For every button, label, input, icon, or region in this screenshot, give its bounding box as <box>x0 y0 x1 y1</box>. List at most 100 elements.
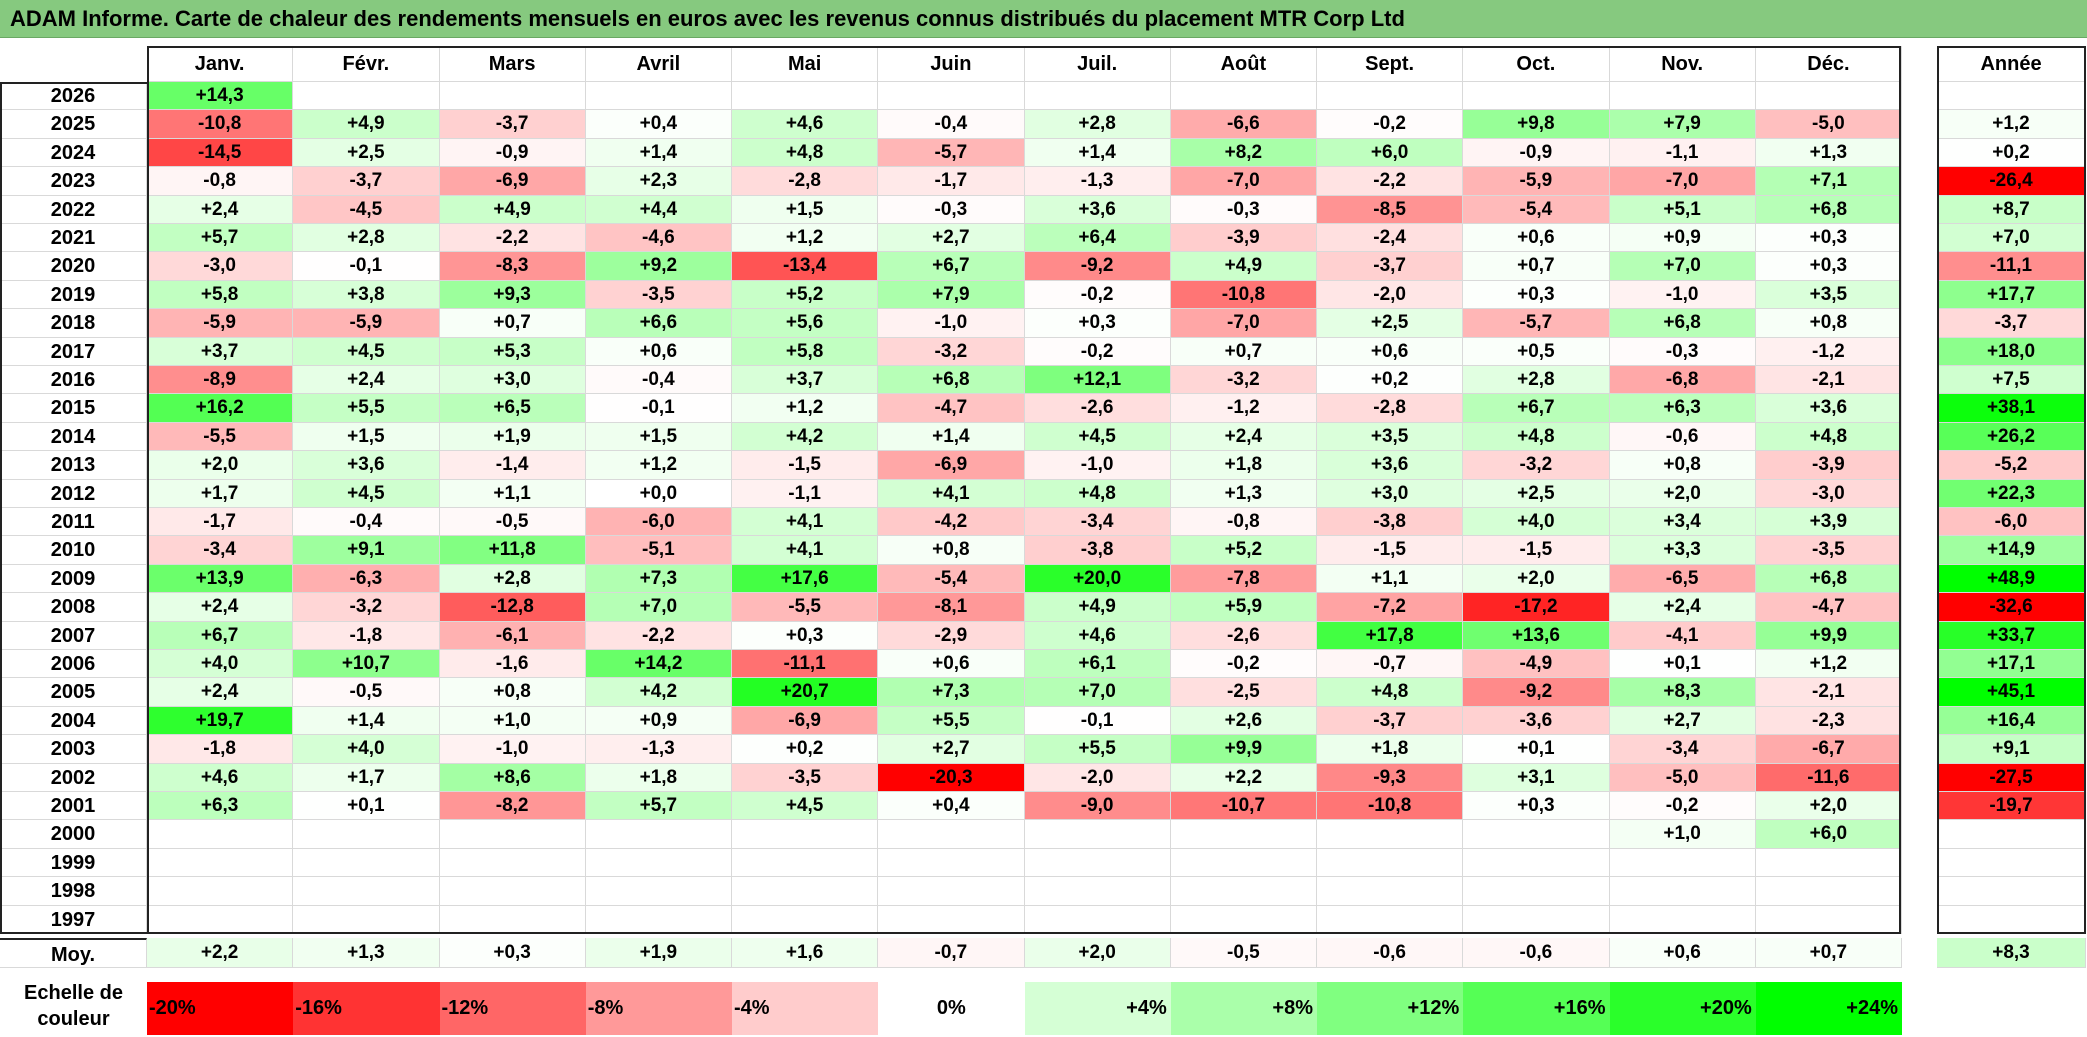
monthly-return-cell: -3,8 <box>1317 508 1464 537</box>
year-label: 2000 <box>0 820 147 849</box>
year-label: 2004 <box>0 706 147 736</box>
monthly-return-cell: -7,0 <box>1170 167 1317 196</box>
monthly-return-cell: +5,2 <box>732 280 879 310</box>
average-label: Moy. <box>0 938 147 968</box>
monthly-return-cell: -3,5 <box>1755 536 1902 565</box>
color-scale-swatch: -20% <box>147 982 294 1035</box>
monthly-return-cell: -1,8 <box>293 621 440 650</box>
monthly-return-cell: +1,4 <box>1024 138 1171 168</box>
monthly-return-cell: +2,7 <box>878 735 1025 764</box>
monthly-return-cell: -5,5 <box>732 593 879 622</box>
month-header: Avril <box>585 46 732 82</box>
year-label: 2011 <box>0 508 147 537</box>
month-header: Juil. <box>1024 46 1171 82</box>
annual-return-cell: -26,4 <box>1937 167 2086 196</box>
monthly-return-cell: +6,0 <box>1755 820 1902 849</box>
monthly-return-cell: -14,5 <box>147 138 294 168</box>
monthly-return-cell: -7,0 <box>1170 309 1317 338</box>
monthly-return-cell: -6,3 <box>293 564 440 594</box>
monthly-return-cell <box>732 848 879 878</box>
monthly-return-cell: -4,7 <box>1755 593 1902 622</box>
monthly-return-cell: +1,4 <box>878 422 1025 452</box>
monthly-return-cell: -3,2 <box>878 337 1025 366</box>
monthly-return-cell: -1,0 <box>878 309 1025 338</box>
monthly-return-cell: +5,2 <box>1170 536 1317 565</box>
annual-return-cell <box>1937 848 2086 878</box>
monthly-return-cell: +14,2 <box>585 650 732 679</box>
color-scale-swatch: -16% <box>293 982 440 1035</box>
monthly-return-cell <box>1609 877 1756 906</box>
annual-return-cell: +9,1 <box>1937 735 2086 764</box>
monthly-return-cell: -7,2 <box>1317 593 1464 622</box>
monthly-return-cell: +7,3 <box>878 678 1025 707</box>
monthly-return-cell: +5,8 <box>147 280 294 310</box>
monthly-return-cell: -2,8 <box>732 167 879 196</box>
monthly-return-cell: +3,6 <box>1024 195 1171 224</box>
monthly-return-cell: -0,2 <box>1170 650 1317 679</box>
monthly-return-cell: -11,1 <box>732 650 879 679</box>
monthly-return-cell: +6,1 <box>1024 650 1171 679</box>
average-cell: +0,6 <box>1609 938 1756 968</box>
monthly-return-cell <box>1755 905 1902 934</box>
monthly-return-cell: +5,5 <box>878 706 1025 736</box>
monthly-return-cell: +1,9 <box>439 422 586 452</box>
monthly-return-cell <box>439 820 586 849</box>
monthly-return-cell <box>439 848 586 878</box>
average-cell: +2,2 <box>147 938 294 968</box>
monthly-return-cell <box>585 905 732 934</box>
monthly-return-cell: +0,3 <box>1463 792 1610 821</box>
monthly-return-cell <box>293 820 440 849</box>
monthly-return-cell: -7,8 <box>1170 564 1317 594</box>
color-scale-swatch: +16% <box>1463 982 1610 1035</box>
monthly-return-cell: +1,2 <box>732 224 879 253</box>
monthly-return-cell <box>732 905 879 934</box>
monthly-return-cell: -6,1 <box>439 621 586 650</box>
monthly-return-cell: +8,2 <box>1170 138 1317 168</box>
monthly-return-cell: -12,8 <box>439 593 586 622</box>
year-label: 2021 <box>0 224 147 253</box>
annual-return-cell: +7,5 <box>1937 366 2086 395</box>
monthly-return-cell: +13,9 <box>147 564 294 594</box>
monthly-return-cell: +0,8 <box>1755 309 1902 338</box>
monthly-return-cell <box>147 877 294 906</box>
monthly-return-cell: -3,9 <box>1170 224 1317 253</box>
monthly-return-cell: +1,1 <box>1317 564 1464 594</box>
monthly-return-cell <box>439 82 586 111</box>
monthly-return-cell: +9,2 <box>585 252 732 281</box>
monthly-return-cell: +9,9 <box>1755 621 1902 650</box>
monthly-return-cell: +2,0 <box>1609 479 1756 508</box>
monthly-return-cell: -5,5 <box>147 422 294 452</box>
monthly-return-cell: +4,8 <box>1755 422 1902 452</box>
monthly-return-cell: +5,5 <box>293 394 440 423</box>
monthly-return-cell: -3,4 <box>1609 735 1756 764</box>
monthly-return-cell: -3,2 <box>293 593 440 622</box>
average-annual-cell: +8,3 <box>1937 938 2086 968</box>
monthly-return-cell: -5,1 <box>585 536 732 565</box>
average-cell: -0,6 <box>1317 938 1464 968</box>
color-scale-swatch: +8% <box>1170 982 1317 1035</box>
monthly-return-cell: +4,5 <box>293 337 440 366</box>
monthly-return-cell: -11,6 <box>1755 763 1902 792</box>
monthly-return-cell: -1,7 <box>878 167 1025 196</box>
monthly-return-cell: +4,8 <box>732 138 879 168</box>
month-header: Sept. <box>1317 46 1464 82</box>
monthly-return-cell: +4,6 <box>1024 621 1171 650</box>
year-label: 1999 <box>0 848 147 878</box>
monthly-return-cell: +0,3 <box>1463 280 1610 310</box>
monthly-return-cell: +1,1 <box>439 479 586 508</box>
monthly-return-cell: +17,8 <box>1317 621 1464 650</box>
monthly-return-cell <box>1170 848 1317 878</box>
monthly-return-cell: +2,4 <box>1170 422 1317 452</box>
monthly-return-cell: +0,1 <box>1609 650 1756 679</box>
monthly-return-cell: +3,6 <box>1755 394 1902 423</box>
monthly-return-cell: +1,2 <box>732 394 879 423</box>
monthly-return-cell: -1,5 <box>1317 536 1464 565</box>
monthly-return-cell <box>1463 848 1610 878</box>
annual-return-cell: +17,7 <box>1937 280 2086 310</box>
annual-return-cell: +45,1 <box>1937 678 2086 707</box>
month-header: Oct. <box>1463 46 1610 82</box>
year-label: 2018 <box>0 309 147 338</box>
monthly-return-cell: +8,6 <box>439 763 586 792</box>
monthly-return-cell: -1,3 <box>1024 167 1171 196</box>
monthly-return-cell: +12,1 <box>1024 366 1171 395</box>
